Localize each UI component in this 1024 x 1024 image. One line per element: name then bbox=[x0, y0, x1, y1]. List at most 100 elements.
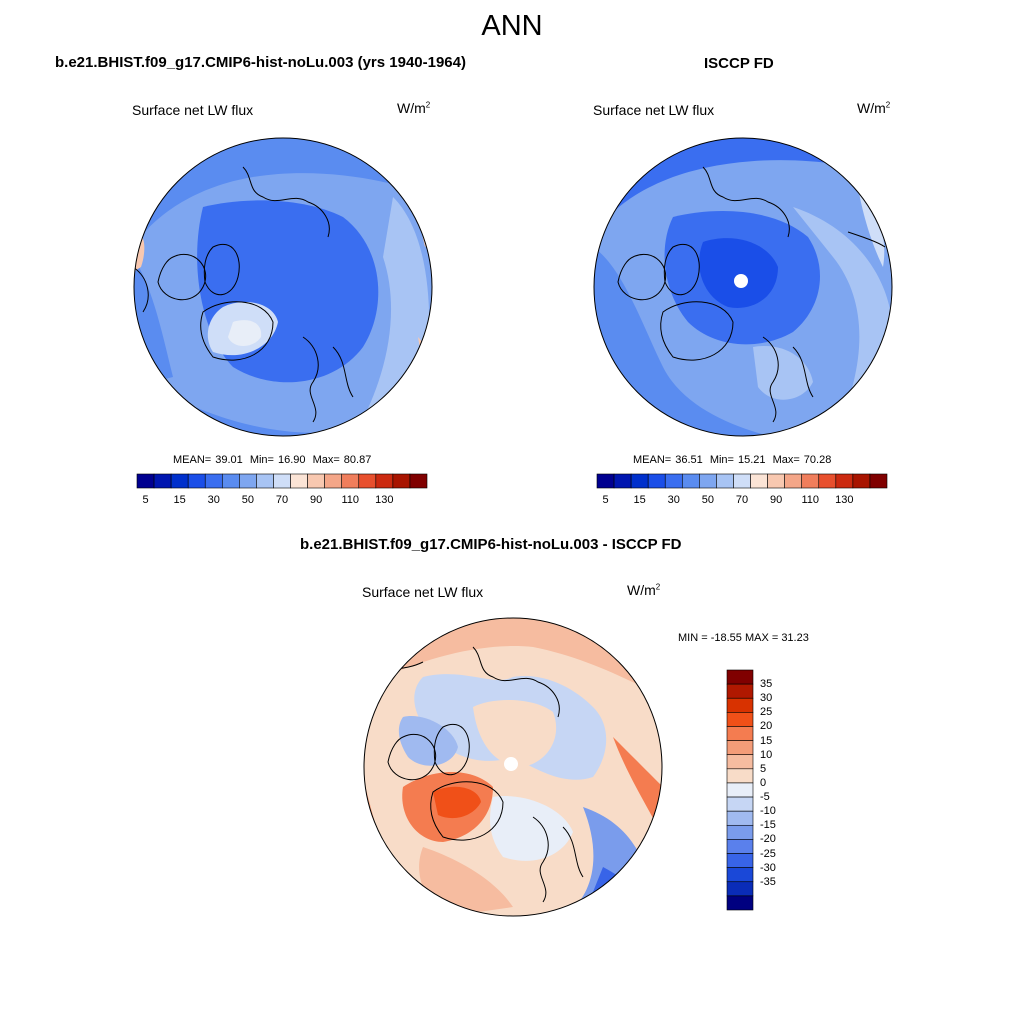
coastline bbox=[242, 166, 330, 238]
field-region bbox=[490, 796, 573, 861]
coastline bbox=[792, 346, 814, 398]
colorbar-level-label: -10 bbox=[760, 805, 776, 818]
colorbar-swatch bbox=[726, 740, 754, 756]
colorbar-swatch bbox=[726, 881, 754, 897]
colorbar-swatch bbox=[613, 473, 632, 489]
coastline bbox=[433, 723, 470, 775]
missing-data-pole bbox=[504, 757, 518, 771]
field-region bbox=[858, 187, 885, 267]
colorbar-diff bbox=[726, 669, 754, 911]
colorbar-swatch bbox=[726, 726, 754, 741]
colorbar-swatch bbox=[136, 473, 155, 489]
colorbar-swatch bbox=[409, 473, 428, 489]
colorbar-level-label: -20 bbox=[760, 833, 776, 846]
coastline bbox=[134, 266, 149, 313]
colorbar-tick-label: 50 bbox=[701, 494, 714, 506]
units-label-model: W/m2 bbox=[397, 100, 431, 116]
colorbar-tick-label: 15 bbox=[173, 494, 186, 506]
colorbar-tick-label: 5 bbox=[602, 494, 609, 506]
colorbar-swatch bbox=[726, 796, 754, 812]
main-title: ANN bbox=[481, 10, 543, 42]
colorbar-swatch bbox=[307, 473, 325, 489]
polar-map-diff bbox=[363, 617, 663, 917]
colorbar-level-label: 5 bbox=[760, 762, 767, 775]
colorbar-tick-label: 70 bbox=[275, 494, 289, 506]
stats-obs: MEAN= 36.51 Min= 15.21 Max= 70.28 bbox=[633, 454, 832, 466]
colorbar-ticks-model: 5 15 30 50 70 90 110 130 bbox=[137, 494, 427, 508]
coastline bbox=[660, 301, 734, 361]
colorbar-swatch bbox=[726, 867, 754, 883]
coastline bbox=[430, 781, 504, 841]
units-label-diff: W/m2 bbox=[627, 582, 661, 598]
colorbar-swatch bbox=[187, 473, 206, 489]
colorbar-swatch bbox=[726, 895, 754, 911]
coastline bbox=[157, 253, 207, 301]
colorbar-swatch bbox=[273, 473, 291, 489]
colorbar-ticks-obs: 5 15 30 50 70 90 110 130 bbox=[597, 494, 887, 508]
colorbar-level-label: -35 bbox=[760, 875, 776, 888]
variable-label-diff: Surface net LW flux bbox=[362, 584, 484, 600]
field-region bbox=[473, 700, 557, 767]
coastline bbox=[702, 166, 790, 238]
colorbar-level-label: -5 bbox=[760, 791, 770, 804]
colorbar-level-label: -30 bbox=[760, 861, 776, 874]
field-region bbox=[699, 238, 778, 308]
colorbar-swatch bbox=[664, 473, 683, 489]
colorbar-tick-label: 130 bbox=[835, 494, 854, 506]
coastline bbox=[532, 816, 549, 903]
coastline bbox=[332, 346, 354, 398]
colorbar-tick-label: 110 bbox=[801, 494, 820, 506]
colorbar-swatch bbox=[699, 473, 717, 489]
colorbar-swatch bbox=[733, 473, 751, 489]
stats-model: MEAN= 39.01 Min= 16.90 Max= 80.87 bbox=[173, 454, 372, 466]
colorbar-swatch bbox=[801, 473, 820, 489]
colorbar-tick-label: 90 bbox=[309, 494, 323, 506]
field-region bbox=[753, 346, 813, 400]
colorbar-tick-label: 90 bbox=[769, 494, 783, 506]
map-border bbox=[363, 617, 663, 917]
colorbar-swatch bbox=[726, 782, 754, 798]
coastline bbox=[203, 243, 240, 295]
colorbar-swatch bbox=[170, 473, 189, 489]
field-region bbox=[418, 337, 429, 377]
panel-title-obs: ISCCP FD bbox=[704, 55, 774, 72]
colorbar-tick-label: 110 bbox=[341, 494, 360, 506]
coastline bbox=[663, 243, 700, 295]
map-border bbox=[593, 137, 893, 437]
panel-title-diff: b.e21.BHIST.f09_g17.CMIP6-hist-noLu.003 … bbox=[300, 536, 682, 553]
colorbar-level-label: 15 bbox=[760, 734, 773, 747]
colorbar-swatch bbox=[869, 473, 888, 489]
colorbar-labels-diff: 35 30 25 20 15 10 5 0 -5 -10 -15 -20 -25 -30 -35 bbox=[760, 670, 800, 910]
colorbar-swatch bbox=[375, 473, 394, 489]
coastline bbox=[387, 733, 437, 781]
colorbar-level-label: -25 bbox=[760, 847, 776, 860]
colorbar-swatch bbox=[726, 683, 754, 699]
coastline bbox=[562, 826, 584, 878]
colorbar-swatch bbox=[596, 473, 615, 489]
colorbar-obs bbox=[596, 473, 888, 489]
colorbar-level-label: 10 bbox=[760, 748, 773, 761]
polar-map-model bbox=[133, 137, 433, 437]
map-border bbox=[133, 137, 433, 437]
colorbar-swatch bbox=[358, 473, 377, 489]
colorbar-swatch bbox=[647, 473, 666, 489]
colorbar-level-label: 35 bbox=[760, 678, 773, 691]
colorbar-swatch bbox=[726, 712, 754, 727]
colorbar-model bbox=[136, 473, 428, 489]
colorbar-level-label: -15 bbox=[760, 819, 776, 832]
missing-data-pole bbox=[734, 274, 748, 288]
colorbar-tick-label: 15 bbox=[633, 494, 646, 506]
colorbar-level-label: 0 bbox=[760, 776, 767, 789]
panel-title-model: b.e21.BHIST.f09_g17.CMIP6-hist-noLu.003 … bbox=[55, 54, 466, 71]
variable-label-model: Surface net LW flux bbox=[132, 102, 254, 118]
coastline bbox=[302, 336, 319, 423]
colorbar-swatch bbox=[341, 473, 360, 489]
colorbar-swatch bbox=[726, 824, 754, 840]
colorbar-swatch bbox=[726, 697, 754, 713]
colorbar-swatch bbox=[726, 669, 754, 685]
colorbar-swatch bbox=[239, 473, 257, 489]
colorbar-swatch bbox=[324, 473, 343, 489]
colorbar-swatch bbox=[784, 473, 803, 489]
colorbar-tick-label: 30 bbox=[667, 494, 680, 506]
coastline bbox=[762, 336, 779, 423]
